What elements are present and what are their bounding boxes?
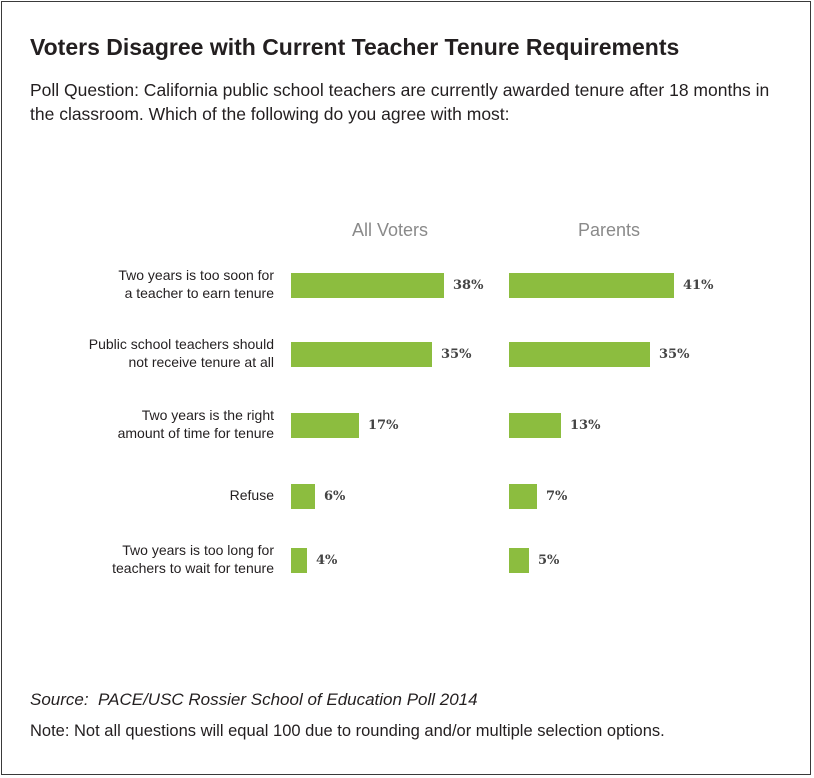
bar-all-voters-5 [291, 548, 307, 573]
series-label-parents: Parents [577, 220, 641, 240]
data-label-all-voters-2: 35% [441, 347, 472, 362]
source-text: Source: PACE/USC Rossier School of Educa… [30, 690, 478, 709]
data-label-all-voters-3: 17% [368, 418, 399, 433]
bar-all-voters-4 [291, 484, 315, 509]
data-label-parents-3: 13% [570, 418, 601, 433]
bar-parents-4 [509, 484, 537, 509]
data-label-all-voters-1: 38% [453, 278, 484, 293]
category-label-5: Two years is too long for teachers to wai… [112, 542, 274, 576]
bar-all-voters-2 [291, 342, 432, 367]
bar-all-voters-3 [291, 413, 359, 438]
bar-parents-5 [509, 548, 529, 573]
data-label-parents-1: 41% [683, 278, 714, 293]
bar-parents-1 [509, 273, 674, 298]
poll-question: Poll Question: California public school … [30, 80, 770, 124]
category-label-3: Two years is the right amount of time for… [117, 407, 274, 441]
bar-parents-2 [509, 342, 650, 367]
category-label-4: Refuse [229, 487, 274, 503]
category-label-1: Two years is too soon for a teacher to ea… [118, 267, 274, 301]
note-text: Note: Not all questions will equal 100 d… [30, 722, 665, 740]
data-label-all-voters-4: 6% [324, 489, 346, 504]
series-label-all-voters: All Voters [351, 220, 429, 240]
data-label-parents-4: 7% [546, 489, 568, 504]
bar-parents-3 [509, 413, 561, 438]
chart-title: Voters Disagree with Current Teacher Ten… [30, 34, 680, 60]
bar-all-voters-1 [291, 273, 444, 298]
data-label-all-voters-5: 4% [316, 553, 338, 568]
category-label-2: Public school teachers should not receive… [88, 336, 274, 370]
data-label-parents-5: 5% [538, 553, 560, 568]
data-label-parents-2: 35% [659, 347, 690, 362]
